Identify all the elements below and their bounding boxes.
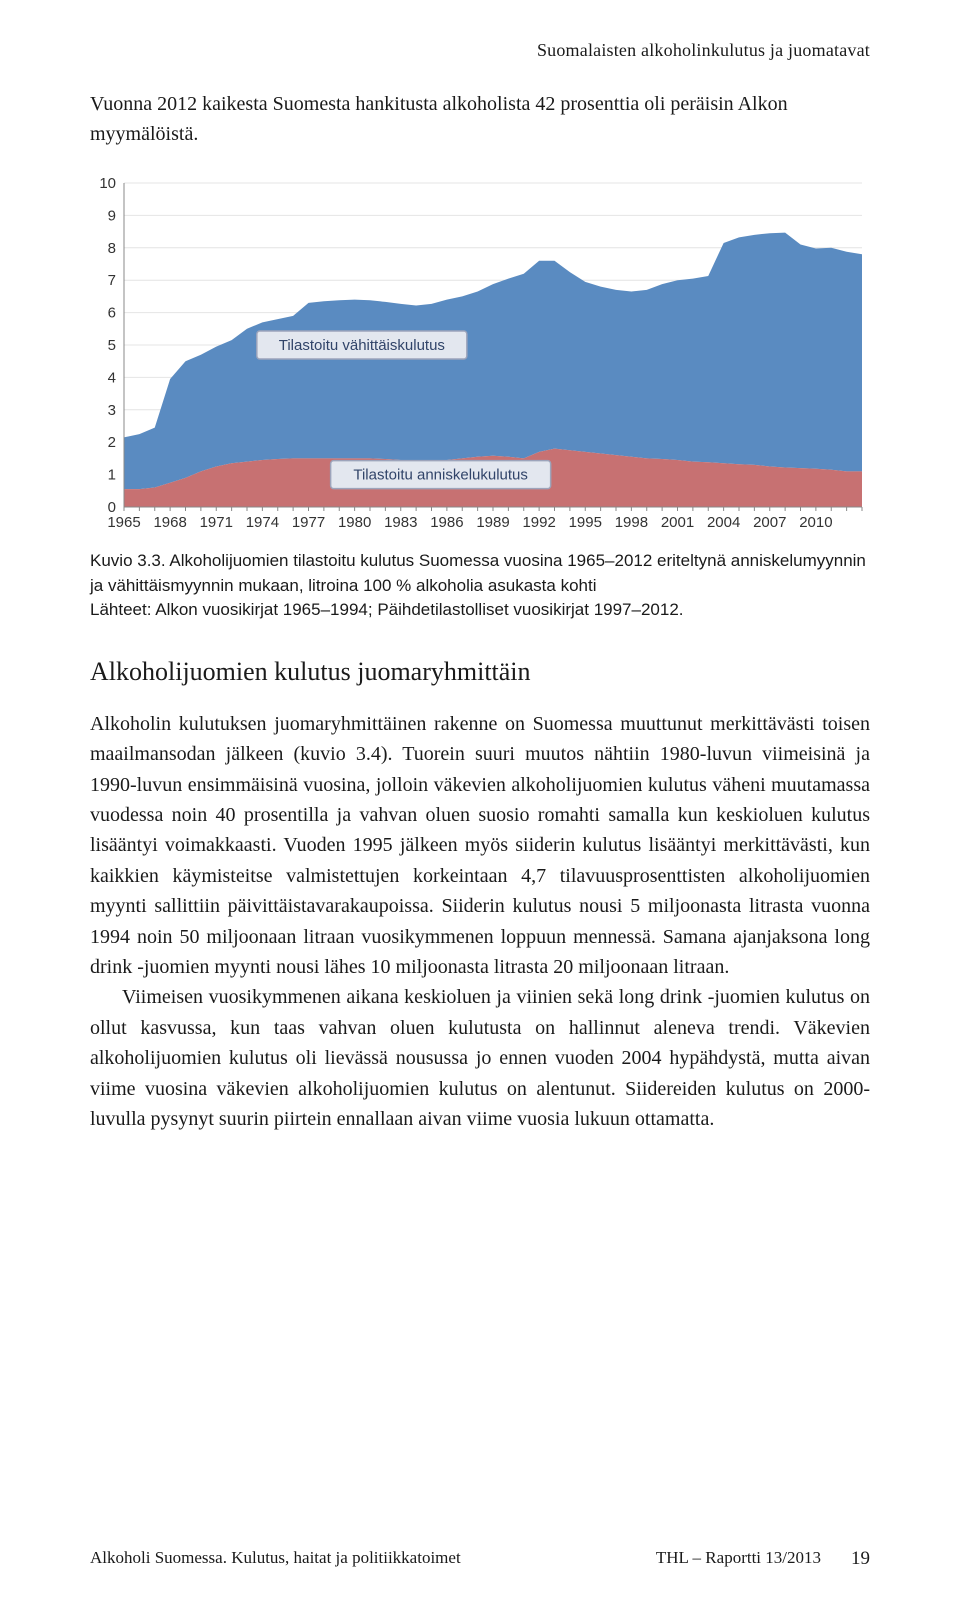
svg-text:2001: 2001 bbox=[661, 514, 694, 531]
svg-text:1968: 1968 bbox=[153, 514, 186, 531]
svg-text:1980: 1980 bbox=[338, 514, 371, 531]
svg-text:1986: 1986 bbox=[430, 514, 463, 531]
svg-text:3: 3 bbox=[108, 402, 116, 419]
figure-caption: Kuvio 3.3. Alkoholijuomien tilastoitu ku… bbox=[90, 549, 870, 623]
page-number: 19 bbox=[851, 1548, 870, 1570]
caption-source: Lähteet: Alkon vuosikirjat 1965–1994; Pä… bbox=[90, 598, 870, 623]
svg-text:1992: 1992 bbox=[522, 514, 555, 531]
svg-text:1995: 1995 bbox=[569, 514, 602, 531]
svg-text:6: 6 bbox=[108, 305, 116, 322]
intro-paragraph: Vuonna 2012 kaikesta Suomesta hankitusta… bbox=[90, 89, 870, 149]
svg-text:1983: 1983 bbox=[384, 514, 417, 531]
svg-text:9: 9 bbox=[108, 207, 116, 224]
svg-text:10: 10 bbox=[99, 177, 116, 192]
svg-text:1989: 1989 bbox=[476, 514, 509, 531]
svg-text:1: 1 bbox=[108, 467, 116, 484]
svg-text:Tilastoitu anniskelukulutus: Tilastoitu anniskelukulutus bbox=[353, 467, 528, 484]
page-footer: Alkoholi Suomessa. Kulutus, haitat ja po… bbox=[90, 1548, 870, 1570]
svg-text:8: 8 bbox=[108, 240, 116, 257]
subheading: Alkoholijuomien kulutus juomaryhmittäin bbox=[90, 657, 870, 687]
svg-text:1977: 1977 bbox=[292, 514, 325, 531]
body-paragraph: Alkoholin kulutuksen juomaryhmittäinen r… bbox=[90, 709, 870, 983]
svg-text:4: 4 bbox=[108, 369, 116, 386]
svg-text:1974: 1974 bbox=[246, 514, 279, 531]
svg-text:1965: 1965 bbox=[107, 514, 140, 531]
footer-center: THL – Raportti 13/2013 bbox=[656, 1548, 821, 1570]
body-paragraph: Viimeisen vuosikymmenen aikana keskiolue… bbox=[90, 982, 870, 1134]
svg-text:2: 2 bbox=[108, 434, 116, 451]
caption-title: Alkoholijuomien tilastoitu kulutus Suome… bbox=[90, 551, 866, 595]
footer-left: Alkoholi Suomessa. Kulutus, haitat ja po… bbox=[90, 1548, 461, 1570]
svg-text:2007: 2007 bbox=[753, 514, 786, 531]
svg-text:2010: 2010 bbox=[799, 514, 832, 531]
svg-text:2004: 2004 bbox=[707, 514, 740, 531]
svg-text:7: 7 bbox=[108, 272, 116, 289]
svg-text:Tilastoitu vähittäiskulutus: Tilastoitu vähittäiskulutus bbox=[279, 337, 445, 354]
section-header: Suomalaisten alkoholinkulutus ja juomata… bbox=[90, 40, 870, 61]
svg-text:5: 5 bbox=[108, 337, 116, 354]
caption-id: Kuvio 3.3. bbox=[90, 551, 166, 570]
svg-text:1971: 1971 bbox=[200, 514, 233, 531]
svg-text:1998: 1998 bbox=[615, 514, 648, 531]
area-chart: 0123456789101965196819711974197719801983… bbox=[90, 177, 870, 537]
